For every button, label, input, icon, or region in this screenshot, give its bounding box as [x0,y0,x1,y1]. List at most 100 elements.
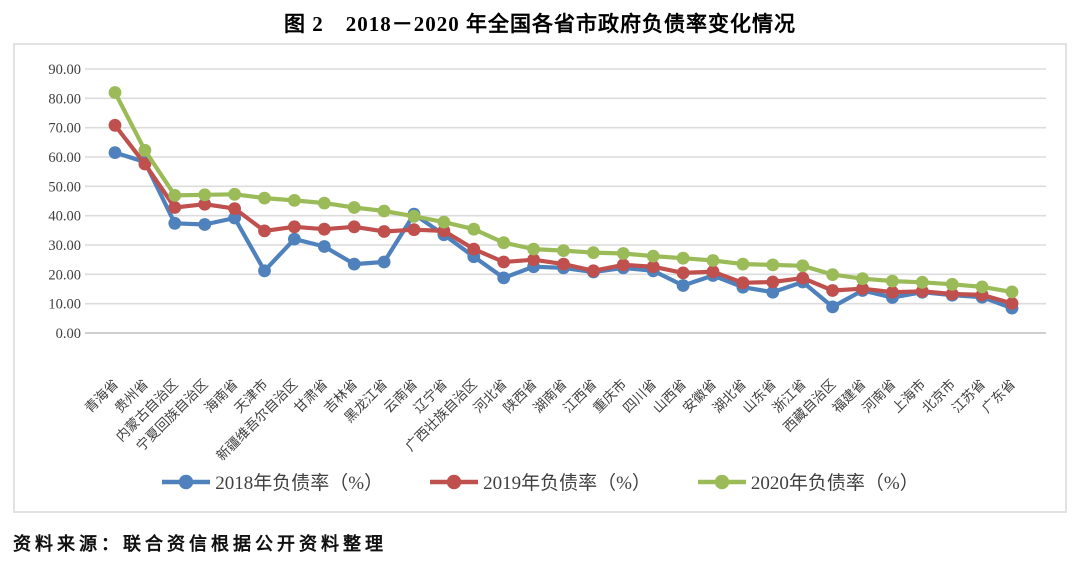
data-point-2018年负债率（%） [108,146,122,159]
data-point-2018年负债率（%） [168,216,182,230]
data-point-2020年负债率（%） [288,194,301,207]
y-axis-tick-label: 80.00 [48,91,81,107]
source-note: 资料来源：联合资信根据公开资料整理 [13,534,387,554]
data-point-2020年负债率（%） [317,196,331,210]
y-axis-tick-label: 60.00 [48,150,81,166]
data-point-2020年负债率（%） [228,187,242,201]
data-point-2020年负债率（%） [826,268,839,281]
data-point-2019年负债率（%） [108,118,122,132]
data-point-2019年负债率（%） [915,284,929,298]
data-point-2020年负债率（%） [766,258,780,272]
legend-marker-2018-icon [162,474,211,489]
chart-legend: 2018年负债率（%） 2019年负债率（%） 2020年负债率（%） [15,468,1065,495]
data-point-2019年负债率（%） [317,222,331,236]
data-point-2018年负债率（%） [317,240,331,253]
data-point-2019年负债率（%） [766,275,780,289]
y-axis-tick-label: 20.00 [48,267,81,283]
data-point-2018年负债率（%） [497,271,511,285]
data-point-2018年负债率（%） [347,257,361,271]
data-point-2019年负债率（%） [288,220,301,234]
data-point-2019年负债率（%） [497,255,511,269]
data-point-2020年负债率（%） [557,244,570,257]
series-line-2019年负债率（%） [113,124,1013,306]
data-point-2019年负债率（%） [616,258,630,272]
data-point-2020年负债率（%） [706,254,720,267]
line-chart-plot-area: 0.00 10.00 20.00 30.00 40.00 50.00 60.00 70.00 8… [48,62,1046,463]
data-point-2018年负债率（%） [766,285,780,299]
series-line-2018年负债率（%） [114,150,1013,311]
data-point-2019年负债率（%） [437,224,451,238]
data-point-2019年负债率（%） [945,287,959,301]
data-point-2020年负债率（%） [467,222,481,236]
data-point-2019年负债率（%） [168,201,182,214]
data-point-2020年负债率（%） [856,272,869,286]
data-point-2019年负债率（%） [407,223,421,237]
data-point-2019年负债率（%） [527,253,540,267]
data-point-2020年负债率（%） [198,188,212,202]
data-point-2019年负债率（%） [856,282,869,296]
data-point-2019年负债率（%） [198,197,212,211]
legend-label-2020: 2020年负债率（%） [750,473,919,494]
data-point-2020年负债率（%） [616,247,630,260]
data-point-2018年负债率（%） [258,264,271,278]
data-point-2020年负债率（%） [945,277,959,291]
chart-title: 图 2 2018－2020 年全国各省市政府负债率变化情况 [284,12,796,36]
x-axis-category-label: 广东省 [979,377,1018,416]
data-point-2019年负债率（%） [258,224,271,238]
data-point-2019年负债率（%） [377,225,391,238]
data-point-2019年负债率（%） [347,220,361,234]
data-point-2018年负债率（%） [377,255,391,269]
data-point-2020年负债率（%） [646,249,660,263]
data-point-2020年负债率（%） [377,204,391,218]
data-point-2019年负债率（%） [826,284,839,297]
legend-item-2018: 2018年负债率（%） [161,468,383,495]
data-point-2020年负债率（%） [407,209,421,223]
data-point-2020年负债率（%） [1005,285,1019,299]
data-point-2020年负债率（%） [347,201,361,214]
legend-label-2018: 2018年负债率（%） [215,473,384,494]
data-point-2019年负债率（%） [138,157,152,171]
legend-item-2020: 2020年负债率（%） [697,468,919,495]
y-axis-tick-label: 10.00 [48,297,81,313]
data-point-2020年负债率（%） [886,274,899,288]
data-point-2018年负债率（%） [676,279,690,292]
data-point-2020年负债率（%） [497,236,511,250]
data-point-2019年负债率（%） [676,266,690,280]
data-point-2019年负债率（%） [557,257,570,271]
y-axis-tick-label: 40.00 [48,209,81,225]
data-point-2020年负债率（%） [975,280,989,294]
data-point-2020年负债率（%） [587,246,600,259]
data-point-2020年负债率（%） [258,191,271,205]
data-point-2019年负债率（%） [886,285,899,299]
data-point-2020年负债率（%） [676,251,690,265]
data-point-2018年负债率（%） [288,232,301,246]
y-axis-tick-label: 0.00 [56,326,81,342]
data-point-2019年负债率（%） [646,260,660,274]
y-axis-tick-label: 50.00 [48,179,81,195]
data-point-2018年负债率（%） [228,211,242,225]
data-point-2019年负债率（%） [796,271,810,285]
data-point-2019年负债率（%） [736,276,750,290]
data-point-2020年负债率（%） [108,86,122,99]
data-point-2019年负债率（%） [228,202,242,216]
legend-marker-2019-icon [430,474,479,489]
data-point-2019年负债率（%） [467,242,481,256]
legend-marker-2020-icon [697,474,746,489]
data-point-2020年负债率（%） [915,275,929,289]
data-point-2020年负债率（%） [796,259,810,273]
data-point-2020年负债率（%） [168,189,182,202]
y-axis-tick-label: 30.00 [48,238,81,254]
data-point-2020年负债率（%） [138,143,152,157]
legend-item-2019: 2019年负债率（%） [429,468,651,495]
y-axis-tick-label: 70.00 [48,121,81,137]
data-point-2019年负债率（%） [587,264,600,278]
data-point-2020年负债率（%） [437,215,451,229]
data-point-2018年负债率（%） [826,300,839,314]
y-axis-tick-label: 90.00 [48,62,81,78]
data-point-2020年负债率（%） [736,257,750,271]
legend-label-2019: 2019年负债率（%） [483,473,651,494]
data-point-2019年负债率（%） [706,265,720,279]
data-point-2018年负债率（%） [198,218,212,231]
data-point-2020年负债率（%） [527,242,540,256]
chart-frame: 0.00 10.00 20.00 30.00 40.00 50.00 60.00 70.00 8… [13,43,1067,513]
